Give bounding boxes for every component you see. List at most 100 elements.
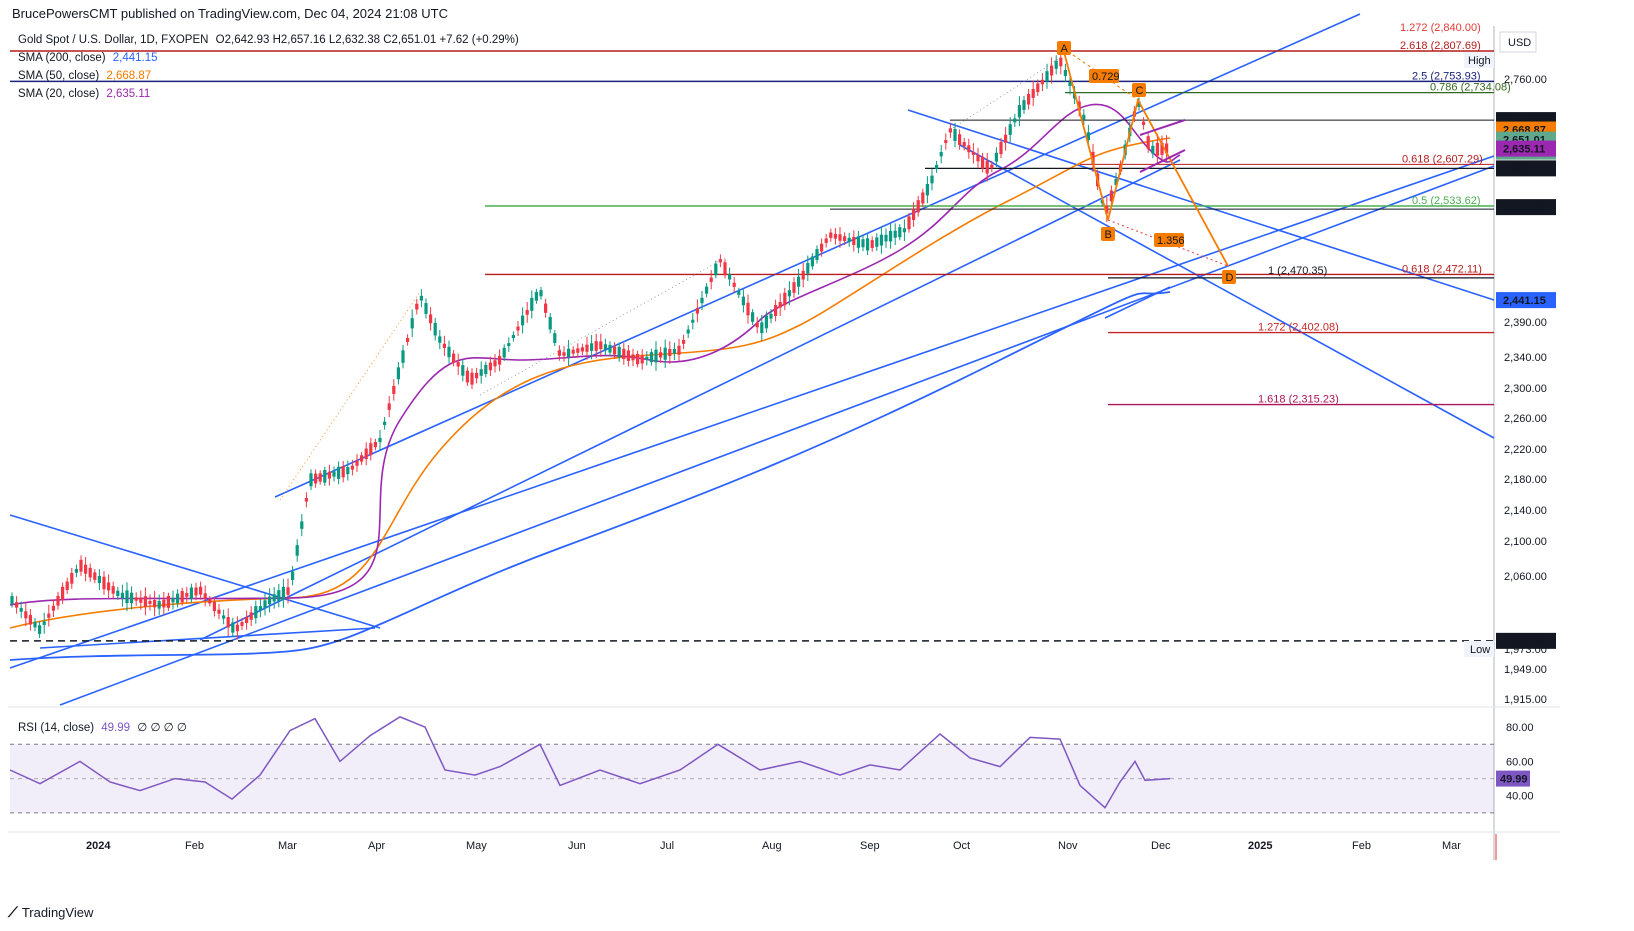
- candle-body: [424, 303, 428, 314]
- candle-body: [691, 319, 695, 323]
- candle-body: [231, 622, 235, 633]
- candle-body: [291, 571, 295, 580]
- candle-body: [981, 156, 985, 169]
- candle-body: [493, 360, 497, 367]
- candle-body: [1137, 101, 1141, 107]
- pattern-point-label: A: [1061, 43, 1069, 55]
- rsi-legend[interactable]: RSI (14, close) 49.99 ∅ ∅ ∅ ∅: [18, 720, 187, 734]
- candle-body: [935, 164, 939, 169]
- candle-body: [433, 322, 437, 336]
- sma50-legend[interactable]: SMA (50, close) 2,668.87: [18, 70, 151, 82]
- candle-body: [856, 236, 860, 248]
- sma50-label: SMA (50, close): [18, 70, 100, 82]
- candle-body: [548, 316, 552, 330]
- price-label: 2,030.60: [1503, 636, 1546, 648]
- candle-body: [143, 596, 147, 607]
- candle-body: [465, 370, 469, 383]
- sma20-legend[interactable]: SMA (20, close) 2,635.11: [18, 88, 150, 100]
- time-axis-tick: Jul: [660, 840, 674, 852]
- candle-body: [10, 596, 14, 604]
- candle-body: [502, 347, 506, 358]
- candle-body: [1086, 132, 1090, 140]
- candle-body: [180, 591, 184, 603]
- candle-body: [442, 343, 446, 348]
- candle-body: [539, 290, 543, 297]
- candle-body: [148, 600, 152, 605]
- candle-body: [120, 592, 124, 599]
- candle-body: [774, 305, 778, 316]
- candle-body: [217, 609, 221, 614]
- candle-body: [622, 348, 626, 360]
- candle-body: [295, 545, 299, 556]
- price-label-box: [1496, 140, 1556, 157]
- time-axis-tick: 2024: [86, 840, 111, 852]
- candle-body: [1017, 105, 1021, 118]
- trendline: [9, 155, 1495, 669]
- candle-body: [737, 290, 741, 295]
- symbol-legend[interactable]: Gold Spot / U.S. Dollar, 1D, FXOPEN O2,6…: [18, 34, 519, 46]
- candle-body: [631, 354, 635, 361]
- candle-body: [580, 347, 584, 352]
- candle-body: [447, 346, 451, 358]
- candle-body: [1114, 179, 1118, 185]
- candle-body: [240, 622, 244, 626]
- time-axis-tick: Sep: [860, 840, 880, 852]
- candle-body: [792, 282, 796, 293]
- candle-body: [815, 249, 819, 260]
- candle-body: [718, 259, 722, 263]
- price-axis-tick: 1,949.00: [1504, 664, 1547, 676]
- candle-body: [948, 128, 952, 133]
- candle-body: [603, 344, 607, 350]
- rsi-extras: ∅ ∅ ∅ ∅: [137, 722, 187, 734]
- candle-body: [1160, 142, 1164, 155]
- candle-body: [668, 348, 672, 357]
- candle-body: [686, 329, 690, 334]
- candle-body: [912, 209, 916, 220]
- candle-body: [378, 437, 382, 443]
- candle-body: [645, 356, 649, 360]
- candle-body: [364, 448, 368, 460]
- trendline: [39, 627, 376, 649]
- candle-body: [613, 346, 617, 355]
- candle-body: [999, 141, 1003, 155]
- candle-body: [705, 286, 709, 294]
- price-axis-tick: 2,760.00: [1504, 74, 1547, 86]
- candle-body: [153, 599, 157, 608]
- candle-body: [107, 582, 111, 591]
- dotted-guide: [479, 257, 726, 396]
- sma200-legend[interactable]: SMA (200, close) 2,441.15: [18, 52, 158, 64]
- candle-body: [553, 333, 557, 344]
- candle-body: [300, 521, 304, 529]
- sma20-line: [9, 103, 1181, 606]
- pattern-point-marker: [1101, 227, 1115, 241]
- candle-body: [1165, 143, 1169, 154]
- time-axis-tick: Jun: [568, 840, 586, 852]
- candle-body: [751, 312, 755, 322]
- candle-body: [19, 607, 23, 612]
- candle-body: [1077, 101, 1081, 111]
- candle-body: [488, 362, 492, 371]
- candle-body: [544, 303, 548, 313]
- price-label-box: [1496, 632, 1556, 649]
- rsi-value-box: [1496, 770, 1530, 787]
- candle-body: [189, 587, 193, 599]
- candle-body: [879, 234, 883, 246]
- candle-body: [801, 270, 805, 280]
- candle-body: [254, 606, 258, 619]
- candle-body: [590, 343, 594, 351]
- candle-body: [787, 290, 791, 297]
- candle-body: [695, 308, 699, 314]
- candles: [10, 49, 1169, 640]
- candle-body: [327, 471, 331, 479]
- time-axis-tick: Mar: [1442, 840, 1461, 852]
- pattern-point-marker: [1222, 270, 1236, 284]
- candle-body: [346, 466, 350, 475]
- candle-body: [410, 318, 414, 329]
- candle-body: [1022, 100, 1026, 110]
- candle-body: [1100, 200, 1104, 204]
- footer-brand[interactable]: ⟋ TradingView: [8, 904, 93, 921]
- candle-body: [659, 352, 663, 358]
- sma200-line: [9, 291, 1171, 661]
- candle-body: [682, 339, 686, 344]
